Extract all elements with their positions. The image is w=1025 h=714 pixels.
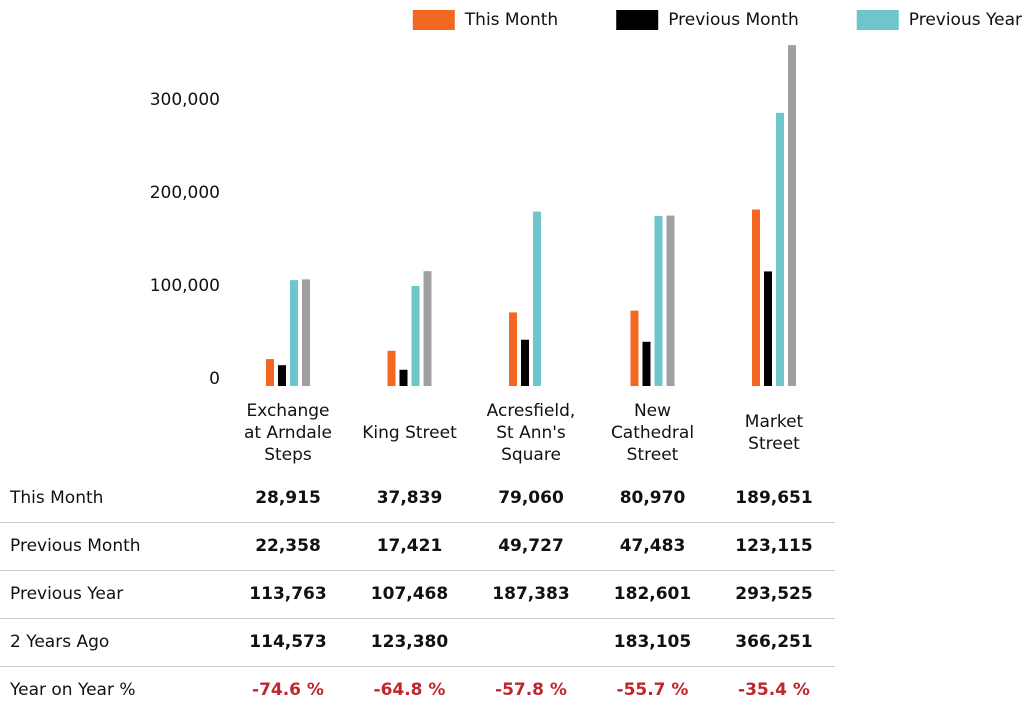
bar — [399, 369, 408, 386]
bar — [278, 365, 286, 386]
bar — [630, 310, 639, 386]
table-cell: -74.6 % — [252, 680, 324, 700]
row-separator — [0, 570, 835, 571]
chart: 0 100,000 200,000 300,000 Previous Year Previ… — [150, 10, 1022, 389]
bar — [302, 279, 310, 386]
x-tick-label: Market Street — [744, 412, 804, 454]
row-label: Previous Year — [10, 584, 124, 604]
table-cell: -57.8 % — [495, 680, 567, 700]
x-tick-label: Acresfield, St Ann's Square — [486, 401, 576, 465]
x-tick-label: King Street — [362, 423, 457, 443]
bar — [776, 112, 784, 387]
y-tick-label: 200,000 — [150, 183, 220, 203]
table-cell: 189,651 — [735, 488, 813, 508]
table-cell: 79,060 — [498, 488, 564, 508]
row-label: 2 Years Ago — [10, 632, 110, 652]
table-cell: 182,601 — [613, 584, 692, 604]
bar — [521, 339, 529, 386]
table-cell: 80,970 — [619, 488, 686, 508]
table-cell: 293,525 — [735, 584, 813, 604]
legend-label: This Month — [464, 10, 558, 30]
row-label: Previous Month — [10, 536, 141, 556]
y-tick-label: 0 — [209, 369, 220, 389]
table-cell: 107,468 — [370, 584, 449, 604]
legend-label: Previous Year — [909, 10, 1022, 30]
table-cell — [476, 618, 586, 666]
row-separator — [0, 666, 835, 667]
table-cell: 37,839 — [376, 488, 443, 508]
bar — [423, 271, 432, 386]
bar — [290, 280, 298, 386]
x-tick-label: Exchange at Arndale Steps — [244, 401, 332, 465]
bar — [533, 211, 541, 386]
row-separator — [0, 522, 835, 523]
bar — [654, 216, 663, 386]
bar — [387, 350, 396, 386]
table-cell: -64.8 % — [373, 680, 446, 700]
table-cell: -35.4 % — [738, 680, 810, 700]
row-separator — [0, 618, 835, 619]
table-cell: 187,383 — [492, 584, 570, 604]
table-cell: 28,915 — [255, 488, 321, 508]
bar — [509, 312, 517, 386]
table-cell: 113,763 — [249, 584, 327, 604]
bar — [752, 209, 760, 386]
bar — [266, 359, 274, 386]
bar — [642, 341, 651, 386]
table-cell: 366,251 — [735, 632, 813, 652]
row-label: This Month — [10, 488, 104, 508]
bar — [666, 215, 675, 386]
table-cell: 22,358 — [255, 536, 321, 556]
row-label: Year on Year % — [10, 680, 136, 700]
legend-label: Previous Month — [668, 10, 799, 30]
legend-swatch — [412, 10, 455, 30]
bar — [788, 45, 796, 387]
table-cell: 123,380 — [370, 632, 449, 652]
legend-swatch — [856, 10, 899, 30]
table-cell: 17,421 — [376, 536, 443, 556]
x-tick-label: New Cathedral Street — [610, 401, 695, 465]
table-cell: 183,105 — [613, 632, 692, 652]
legend-swatch — [616, 10, 659, 30]
table-cell: 49,727 — [498, 536, 564, 556]
bar — [411, 285, 420, 386]
table-cell: 123,115 — [735, 536, 813, 556]
table-cell: 47,483 — [619, 536, 686, 556]
bar — [764, 271, 772, 386]
y-tick-label: 300,000 — [150, 90, 220, 110]
y-tick-label: 100,000 — [150, 276, 220, 296]
table-cell: 114,573 — [249, 632, 327, 652]
table-cell: -55.7 % — [616, 680, 689, 700]
